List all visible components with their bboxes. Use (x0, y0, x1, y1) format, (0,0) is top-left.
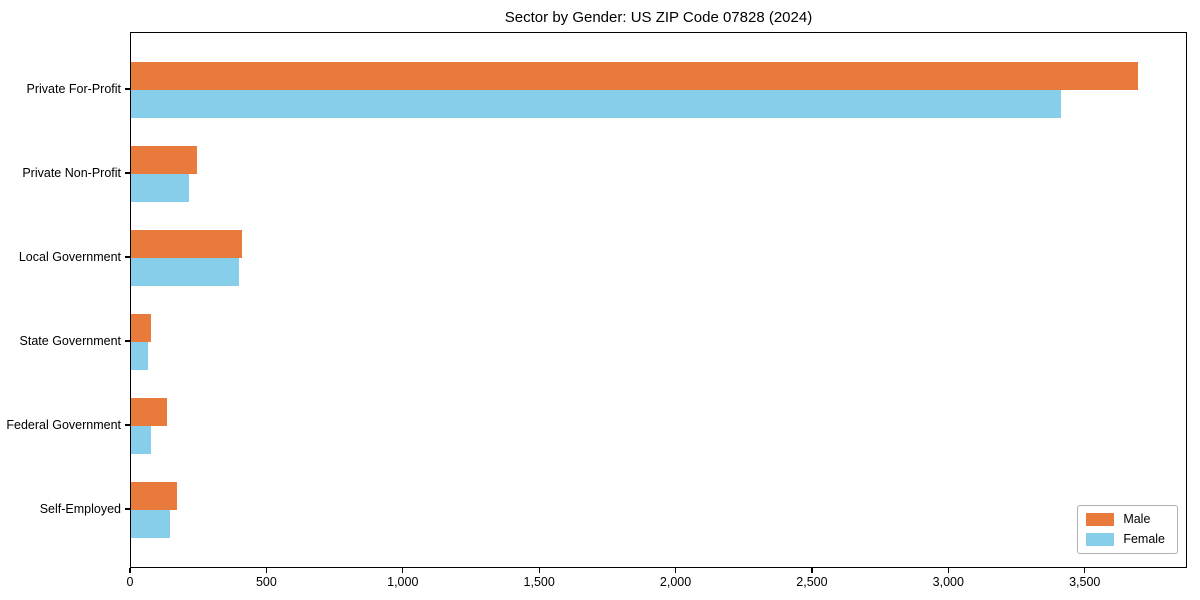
y-tick-mark (125, 424, 130, 426)
legend-item-male: Male (1086, 513, 1165, 526)
bar-male-private-for-profit (131, 62, 1138, 90)
x-tick-label-3000: 3,000 (932, 575, 964, 589)
x-tick-mark (674, 568, 677, 573)
x-tick-mark (538, 568, 540, 573)
x-tick-label-3500: 3,500 (1069, 575, 1101, 589)
y-tick-mark (125, 256, 130, 258)
x-tick-label-2500: 2,500 (796, 575, 828, 589)
x-tick-mark (1084, 568, 1086, 573)
x-tick-mark (265, 568, 267, 573)
legend-item-female: Female (1086, 533, 1165, 546)
bar-male-local-government (131, 230, 242, 258)
y-tick-label-self-employed: Self-Employed (39, 502, 121, 516)
x-tick-label-2000: 2,000 (659, 575, 692, 589)
x-tick-label-1500: 1,500 (523, 575, 555, 589)
bar-female-private-non-profit (131, 174, 190, 202)
legend-label-female: Female (1123, 532, 1165, 547)
bar-female-local-government (131, 258, 240, 286)
legend-swatch-female-icon (1086, 533, 1115, 546)
bar-female-federal-government (131, 426, 151, 454)
legend-swatch-male-icon (1086, 513, 1115, 526)
x-tick-mark (402, 568, 404, 573)
bar-male-federal-government (131, 398, 167, 426)
y-tick-label-state-government: State Government (19, 334, 121, 348)
legend-label-male: Male (1123, 512, 1151, 527)
bar-female-state-government (131, 342, 149, 370)
x-tick-mark (947, 568, 949, 573)
bar-male-private-non-profit (131, 146, 197, 174)
bar-female-private-for-profit (131, 90, 1062, 118)
x-tick-label-0: 0 (126, 575, 134, 589)
y-tick-label-federal-government: Federal Government (6, 418, 121, 432)
y-tick-label-private-for-profit: Private For-Profit (26, 82, 121, 96)
bar-male-state-government (131, 314, 151, 342)
y-tick-label-local-government: Local Government (18, 250, 121, 264)
y-tick-mark (125, 508, 130, 510)
x-tick-mark (811, 568, 813, 573)
bar-male-self-employed (131, 482, 178, 510)
plot-area: Male Female (130, 32, 1187, 568)
y-tick-mark (125, 172, 130, 174)
y-tick-mark (125, 340, 130, 342)
x-tick-label-1000: 1,000 (387, 575, 419, 589)
x-tick-label-500: 500 (255, 575, 277, 589)
chart-title: Sector by Gender: US ZIP Code 07828 (202… (504, 9, 813, 26)
y-tick-label-private-non-profit: Private Non-Profit (22, 166, 121, 180)
y-tick-mark (125, 88, 130, 90)
bar-female-self-employed (131, 510, 171, 538)
x-tick-mark (129, 568, 131, 573)
legend: Male Female (1077, 505, 1178, 554)
